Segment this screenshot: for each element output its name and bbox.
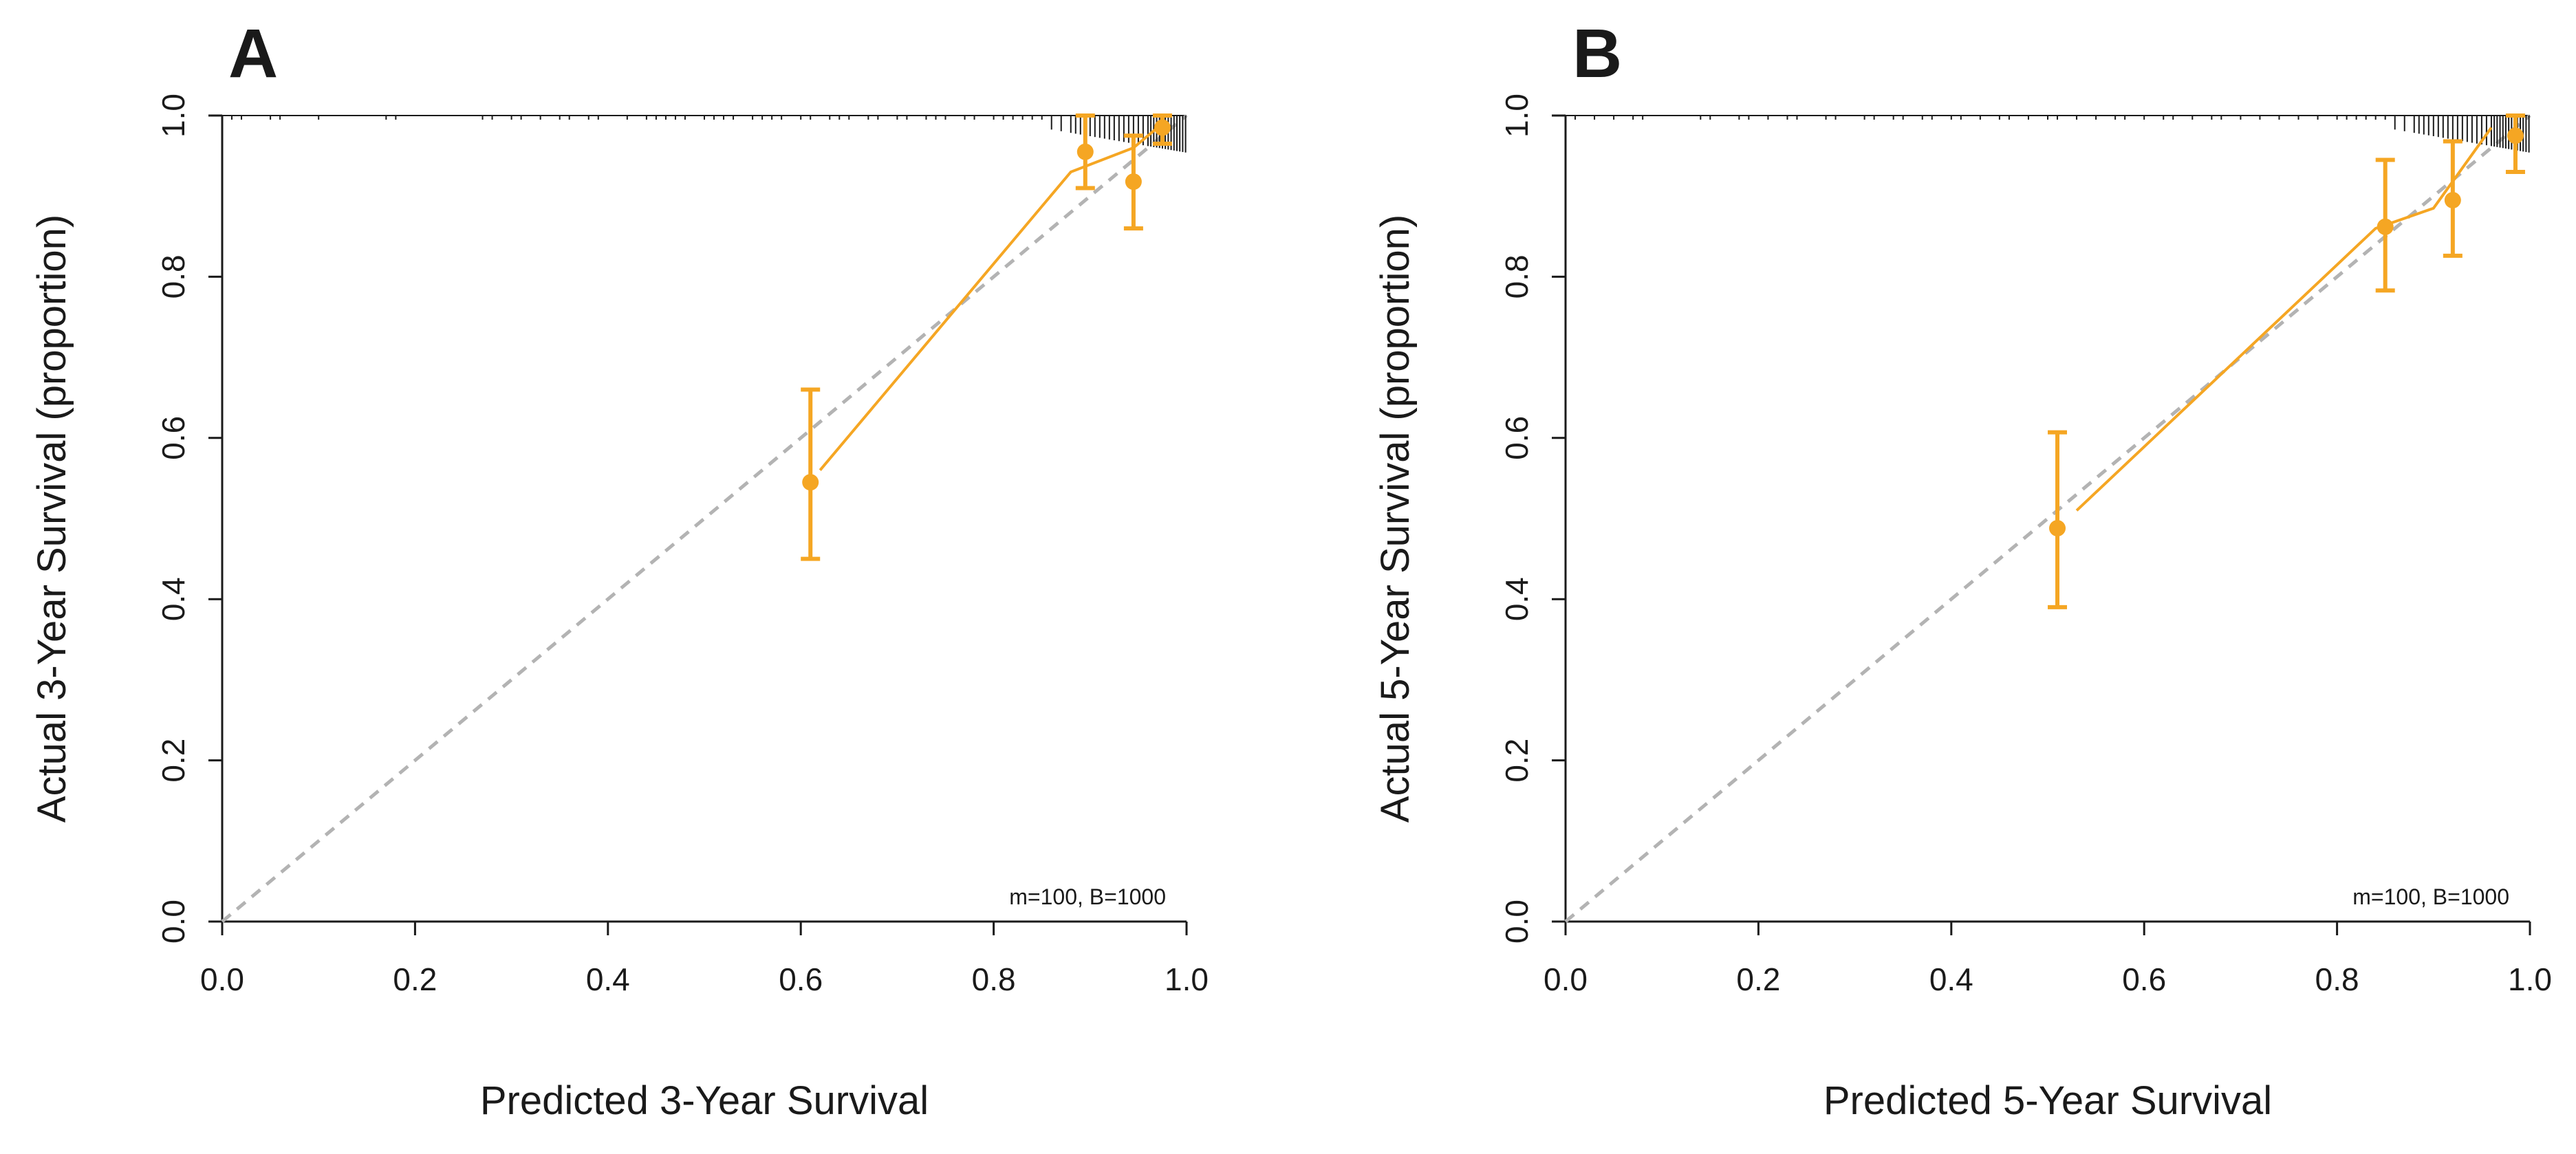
y-tick-label: 0.8 <box>155 254 191 298</box>
x-tick-label: 0.4 <box>586 961 630 997</box>
x-axis-title: Predicted 5-Year Survival <box>1823 1078 2272 1123</box>
ideal-calibration-line <box>1564 114 2531 923</box>
panel-letter: B <box>1572 15 1622 92</box>
y-tick-label: 0.0 <box>155 900 191 944</box>
observed-point <box>2444 192 2461 209</box>
observed-point <box>802 474 819 491</box>
calibration-panel-b: B 0.0 0.2 0.4 0.6 0.8 1.0 0.0 0.2 0.4 0.6 0.8 1.0 Pre… <box>1373 15 2552 1123</box>
x-tick-label: 0.8 <box>972 961 1016 997</box>
calibration-panel-a: A 0.0 0.2 0.4 0.6 0.8 1.0 0.0 0.2 0.4 0.6 0.8 1.0 Pre… <box>30 15 1209 1123</box>
x-tick-label: 0.2 <box>393 961 437 997</box>
x-tick-label: 0.8 <box>2315 961 2359 997</box>
observed-point <box>1125 173 1142 190</box>
bias-corrected-line <box>819 127 1159 471</box>
observed-point <box>2377 218 2394 235</box>
x-tick-label: 0.2 <box>1736 961 1780 997</box>
resampling-note: m=100, B=1000 <box>1009 884 1166 909</box>
y-tick-label: 1.0 <box>1499 94 1535 138</box>
x-tick-label: 1.0 <box>2508 961 2552 997</box>
y-tick-label: 0.8 <box>1499 254 1535 298</box>
ideal-calibration-line <box>221 114 1188 923</box>
x-tick-label: 0.6 <box>779 961 823 997</box>
resampling-note: m=100, B=1000 <box>2352 884 2509 909</box>
observed-point <box>1154 119 1171 136</box>
x-tick-label: 0.4 <box>1929 961 1973 997</box>
observed-point <box>2049 520 2066 537</box>
observed-point <box>2507 127 2524 144</box>
x-tick-label: 1.0 <box>1165 961 1209 997</box>
y-tick-label: 0.6 <box>1499 416 1535 460</box>
x-tick-label: 0.0 <box>200 961 244 997</box>
observed-point <box>1076 143 1094 160</box>
y-tick-label: 0.4 <box>1499 577 1535 621</box>
bias-corrected-line <box>2075 127 2493 512</box>
y-tick-label: 0.6 <box>155 416 191 460</box>
y-tick-label: 0.2 <box>1499 739 1535 783</box>
x-tick-label: 0.6 <box>2122 961 2166 997</box>
panel-letter: A <box>228 15 278 92</box>
y-axis-title: Actual 5-Year Survival (proportion) <box>1373 215 1418 823</box>
y-tick-label: 0.4 <box>155 577 191 621</box>
y-tick-label: 0.2 <box>155 739 191 783</box>
x-axis-title: Predicted 3-Year Survival <box>480 1078 929 1123</box>
y-axis-title: Actual 3-Year Survival (proportion) <box>30 215 74 823</box>
x-tick-label: 0.0 <box>1544 961 1588 997</box>
y-tick-label: 1.0 <box>155 94 191 138</box>
y-tick-label: 0.0 <box>1499 900 1535 944</box>
